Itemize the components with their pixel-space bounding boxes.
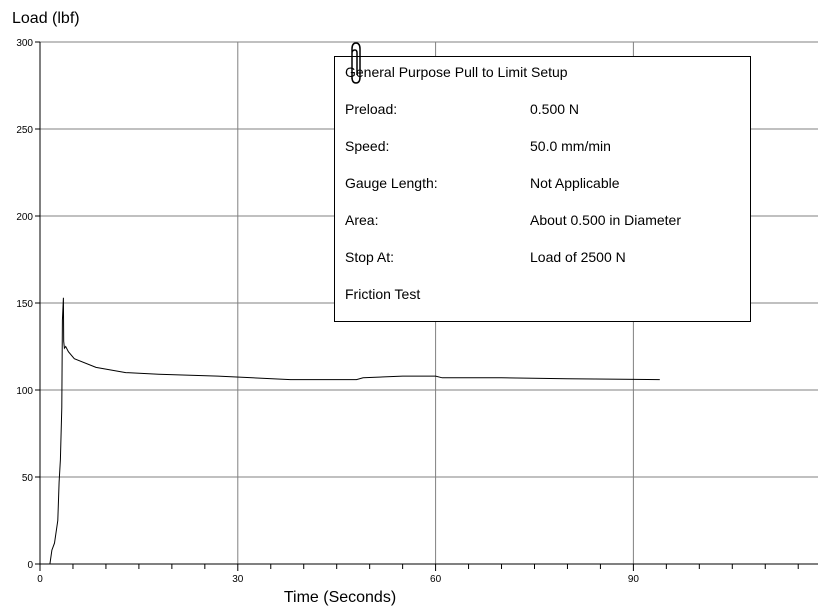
setup-row-area: Area: About 0.500 in Diameter: [345, 212, 745, 230]
x-tick-label: 30: [232, 574, 244, 585]
setup-label: Stop At:: [345, 249, 395, 265]
y-tick-label: 250: [16, 125, 33, 136]
setup-label: Speed:: [345, 138, 390, 154]
setup-value: 0.500 N: [530, 101, 580, 117]
setup-label: Gauge Length:: [345, 175, 438, 191]
x-tick-label: 0: [37, 574, 43, 585]
y-axis-title: Load (lbf): [12, 10, 80, 27]
x-tick-label: 90: [628, 574, 640, 585]
y-tick-label: 100: [16, 386, 33, 397]
x-axis-title: Time (Seconds): [284, 589, 396, 606]
load-series-line: [49, 297, 660, 565]
y-tick-label: 0: [27, 560, 33, 571]
y-tick-label: 150: [16, 299, 33, 310]
test-setup-panel: General Purpose Pull to Limit Setup Prel…: [334, 56, 751, 322]
y-tick-label: 200: [16, 212, 33, 223]
setup-label: Area:: [345, 212, 379, 228]
setup-value: Load of 2500 N: [530, 249, 626, 265]
paperclip-icon[interactable]: [348, 41, 364, 85]
setup-row-gauge-length: Gauge Length: Not Applicable: [345, 175, 745, 193]
y-tick-label: 50: [22, 473, 34, 484]
setup-row-speed: Speed: 50.0 mm/min: [345, 138, 745, 156]
setup-note: Friction Test: [345, 286, 421, 302]
setup-label: Preload:: [345, 101, 398, 117]
setup-row-stop-at: Stop At: Load of 2500 N: [345, 249, 745, 267]
setup-value: 50.0 mm/min: [530, 138, 611, 154]
setup-title: General Purpose Pull to Limit Setup: [345, 64, 568, 80]
setup-value: Not Applicable: [530, 175, 620, 191]
setup-row-preload: Preload: 0.500 N: [345, 101, 745, 119]
y-tick-label: 300: [16, 38, 33, 49]
setup-value: About 0.500 in Diameter: [530, 212, 681, 228]
x-tick-label: 60: [430, 574, 442, 585]
